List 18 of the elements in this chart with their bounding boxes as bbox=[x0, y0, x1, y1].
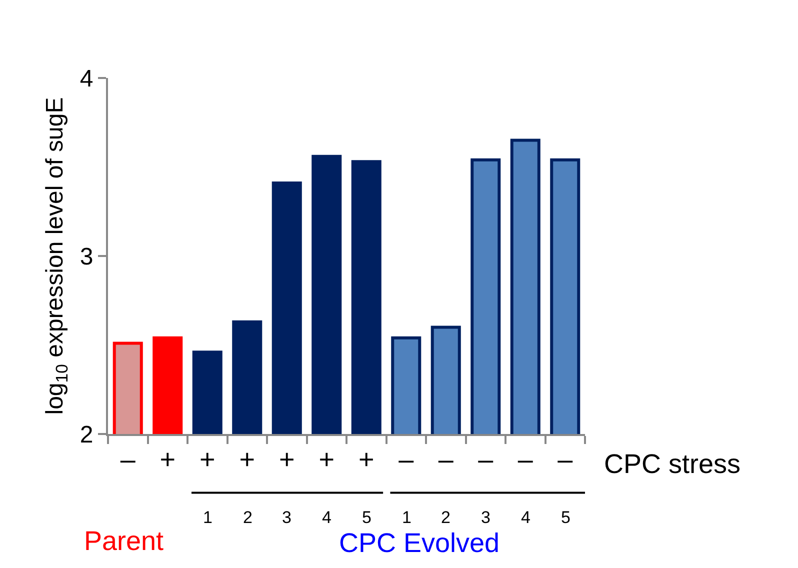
y-tick-label: 4 bbox=[80, 65, 94, 92]
category-label: + 2 bbox=[239, 444, 256, 527]
x-tick-label: + bbox=[160, 444, 176, 474]
text: Parent bbox=[84, 526, 164, 556]
text: CPC Evolved bbox=[339, 528, 500, 558]
x-tick-label: – bbox=[120, 444, 136, 474]
category-label: – 1 bbox=[398, 444, 414, 527]
y-tick-label: 2 bbox=[80, 421, 94, 448]
category-label: – 4 bbox=[518, 444, 533, 527]
y-tick-label: 3 bbox=[80, 243, 94, 270]
category-label: + 3 bbox=[278, 444, 295, 527]
category-label: – 2 bbox=[438, 444, 454, 527]
category-label: – 5 bbox=[558, 444, 573, 527]
text: CPC stress bbox=[604, 449, 741, 479]
category-label: – 3 bbox=[478, 444, 494, 527]
category-label: + 1 bbox=[199, 444, 216, 527]
category-label: + 4 bbox=[318, 444, 335, 527]
category-label: + 5 bbox=[358, 444, 374, 527]
